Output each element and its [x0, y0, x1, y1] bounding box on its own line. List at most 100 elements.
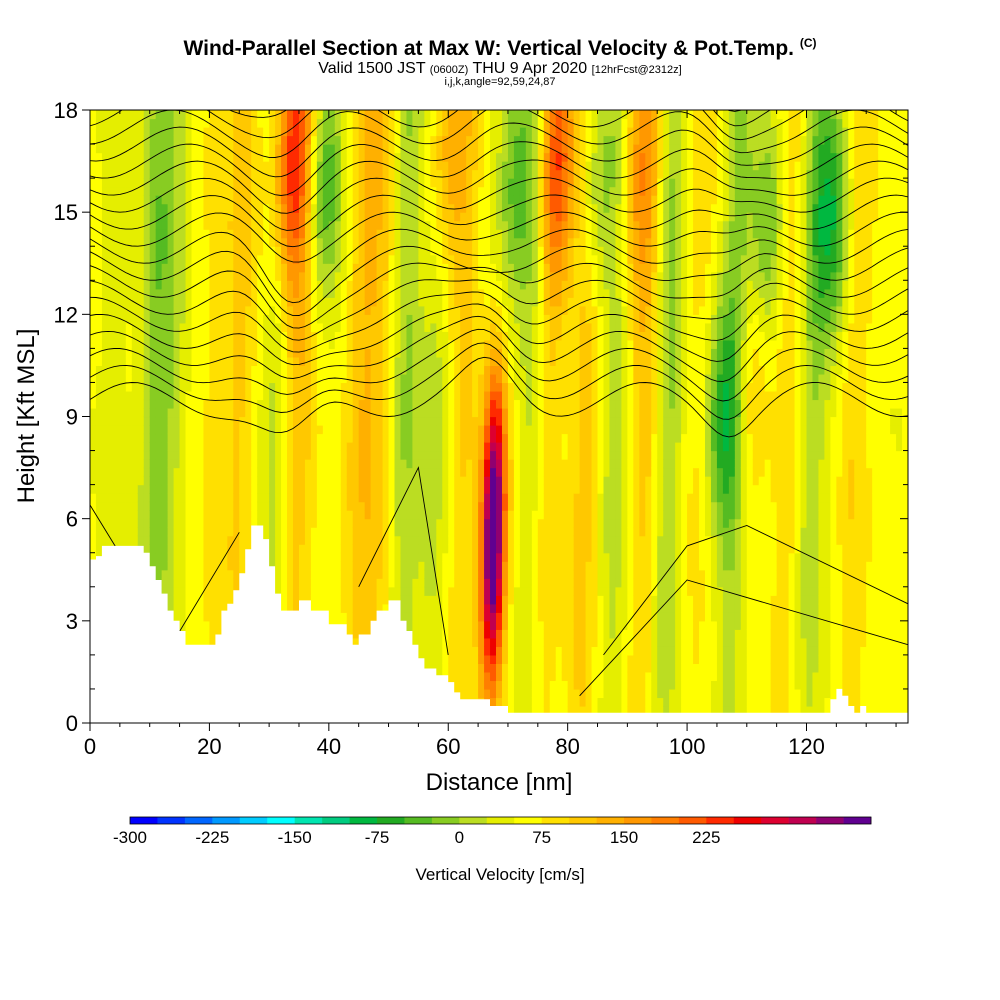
field-cell	[179, 237, 187, 247]
field-cell	[364, 442, 372, 452]
field-cell	[215, 161, 222, 171]
field-cell	[316, 348, 324, 358]
field-cell	[490, 620, 497, 630]
field-cell	[352, 322, 360, 332]
field-cell	[107, 220, 115, 230]
field-cell	[496, 629, 503, 639]
field-cell	[257, 152, 264, 162]
field-cell	[388, 118, 396, 128]
field-cell	[310, 407, 318, 418]
field-cell	[293, 510, 300, 520]
field-cell	[239, 442, 246, 452]
field-cell	[119, 407, 127, 418]
field-cell	[490, 220, 497, 230]
field-cell	[436, 186, 443, 196]
field-cell	[448, 561, 455, 571]
field-cell	[287, 169, 294, 179]
field-cell	[388, 510, 396, 520]
field-cell	[328, 425, 336, 435]
field-cell	[197, 305, 205, 315]
field-cell	[460, 186, 467, 196]
field-cell	[131, 169, 139, 179]
field-cell	[161, 586, 169, 596]
field-cell	[424, 297, 431, 307]
field-cell	[215, 552, 222, 562]
field-cell	[436, 569, 443, 579]
field-cell	[131, 263, 139, 273]
field-cell	[490, 254, 497, 264]
field-cell	[328, 612, 336, 622]
field-cell	[131, 127, 139, 137]
field-cell	[400, 399, 408, 409]
field-cell	[281, 178, 288, 188]
field-cell	[269, 271, 276, 281]
field-cell	[221, 229, 228, 239]
field-cell	[191, 305, 199, 315]
field-cell	[185, 518, 193, 528]
field-cell	[316, 288, 324, 298]
field-cell	[424, 212, 431, 222]
field-cell	[263, 110, 270, 120]
field-cell	[95, 195, 103, 205]
field-cell	[442, 118, 449, 128]
field-cell	[460, 578, 467, 588]
field-cell	[298, 135, 306, 145]
field-cell	[173, 263, 181, 273]
field-cell	[352, 561, 360, 571]
field-cell	[90, 442, 97, 452]
field-cell	[334, 459, 342, 469]
field-cell	[412, 169, 419, 179]
field-cell	[448, 442, 455, 452]
field-cell	[484, 595, 491, 605]
field-cell	[251, 246, 258, 256]
field-cell	[203, 561, 211, 571]
field-cell	[185, 637, 193, 647]
field-cell	[442, 237, 449, 247]
field-cell	[113, 254, 121, 264]
field-cell	[298, 220, 306, 230]
field-cell	[412, 407, 419, 418]
field-cell	[137, 152, 145, 162]
field-cell	[101, 305, 109, 315]
field-cell	[496, 476, 503, 486]
field-cell	[185, 220, 193, 230]
field-cell	[227, 544, 234, 554]
field-cell	[101, 161, 109, 171]
field-cell	[424, 578, 431, 588]
field-cell	[454, 212, 461, 222]
field-cell	[340, 127, 348, 137]
field-cell	[155, 152, 163, 162]
field-cell	[490, 595, 497, 605]
field-cell	[215, 407, 222, 418]
field-cell	[442, 544, 449, 554]
field-cell	[275, 339, 282, 349]
field-cell	[95, 237, 103, 247]
field-cell	[460, 229, 467, 239]
field-cell	[460, 195, 467, 205]
field-cell	[149, 186, 157, 196]
field-cell	[472, 671, 479, 682]
field-cell	[406, 620, 414, 630]
field-cell	[364, 144, 372, 154]
field-cell	[173, 603, 181, 613]
field-cell	[448, 399, 455, 409]
field-cell	[478, 390, 485, 401]
field-cell	[400, 586, 408, 596]
field-cell	[400, 254, 408, 264]
field-cell	[382, 484, 390, 494]
field-cell	[394, 493, 402, 503]
field-cell	[478, 407, 485, 418]
field-cell	[370, 322, 378, 332]
field-cell	[215, 118, 222, 128]
field-cell	[418, 527, 425, 537]
field-cell	[119, 484, 127, 494]
field-cell	[203, 169, 211, 179]
field-cell	[340, 501, 348, 511]
field-cell	[466, 416, 473, 426]
field-cell	[388, 220, 396, 230]
field-cell	[436, 144, 443, 154]
field-cell	[269, 544, 276, 554]
field-cell	[298, 442, 306, 452]
field-cell	[484, 382, 491, 392]
field-cell	[394, 595, 402, 605]
